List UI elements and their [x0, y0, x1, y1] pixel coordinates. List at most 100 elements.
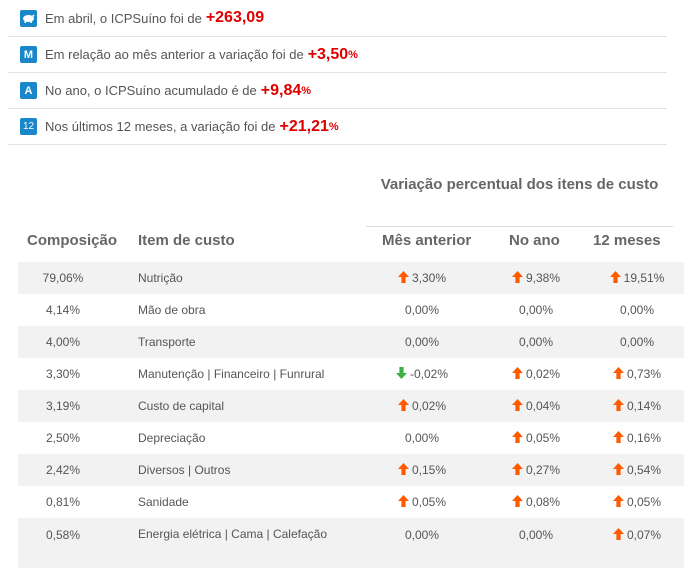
table-row: 2,50% Depreciação 0,00% 0,05% 0,16% [18, 422, 684, 454]
arrow-up-icon [397, 270, 409, 286]
cell-mes-anterior: 0,00% [366, 326, 478, 358]
cell-no-ano-value: 0,02% [525, 367, 561, 381]
cell-12-meses: 0,05% [594, 486, 680, 518]
cell-mes-anterior-value: 3,30% [411, 271, 447, 285]
table-row: 2,42% Diversos | Outros 0,15% 0,27% 0,54% [18, 454, 684, 486]
cell-12-meses: 0,07% [594, 518, 680, 552]
summary-text: Nos últimos 12 meses, a variação foi de [45, 119, 276, 134]
summary-value: +9,84 [260, 81, 302, 99]
summary-row-year-accumulated: A No ano, o ICPSuíno acumulado é de +9,8… [8, 73, 667, 109]
cell-12-meses-value: 0,00% [619, 303, 655, 317]
cell-no-ano-value: 0,27% [525, 463, 561, 477]
summary-value: +21,21 [279, 117, 329, 135]
cell-12-meses: 0,00% [594, 326, 680, 358]
arrow-up-icon [612, 366, 624, 382]
cell-composicao-value: 2,42% [45, 463, 81, 477]
cell-item: Sanidade [138, 486, 338, 518]
month-badge-icon: M [20, 46, 37, 63]
cell-mes-anterior: 0,15% [366, 454, 478, 486]
table-row: 0,58% Energia elétrica | Cama | Calefação… [18, 518, 684, 568]
cell-no-ano-value: 0,08% [525, 495, 561, 509]
cell-mes-anterior: -0,02% [366, 358, 478, 390]
cell-no-ano-value: 0,05% [525, 431, 561, 445]
cell-mes-anterior: 0,00% [366, 518, 478, 552]
cell-composicao: 4,14% [18, 294, 108, 326]
cell-no-ano-value: 9,38% [525, 271, 561, 285]
table-row: 3,19% Custo de capital 0,02% 0,04% 0,14% [18, 390, 684, 422]
cell-12-meses-value: 0,54% [626, 463, 662, 477]
cell-mes-anterior-value: 0,00% [404, 335, 440, 349]
cell-no-ano-value: 0,00% [518, 303, 554, 317]
cell-composicao: 2,42% [18, 454, 108, 486]
cell-item-value: Energia elétrica | Cama | Calefação [138, 527, 327, 541]
cell-composicao: 4,00% [18, 326, 108, 358]
cell-item: Nutrição [138, 262, 338, 294]
cell-no-ano: 0,04% [496, 390, 576, 422]
cell-mes-anterior-value: 0,05% [411, 495, 447, 509]
cell-composicao-value: 79,06% [42, 271, 84, 285]
cell-mes-anterior-value: 0,00% [404, 528, 440, 542]
cell-12-meses: 0,54% [594, 454, 680, 486]
cell-12-meses-value: 0,05% [626, 495, 662, 509]
arrow-up-icon [511, 398, 523, 414]
cell-composicao: 2,50% [18, 422, 108, 454]
cell-composicao-value: 3,19% [45, 399, 81, 413]
table-row: 0,81% Sanidade 0,05% 0,08% 0,05% [18, 486, 684, 518]
cell-mes-anterior-value: 0,15% [411, 463, 447, 477]
arrow-down-icon [395, 366, 407, 382]
cell-item-value: Custo de capital [138, 398, 225, 413]
cell-mes-anterior: 0,00% [366, 294, 478, 326]
cell-12-meses-value: 0,16% [626, 431, 662, 445]
summary-value: +263,09 [205, 9, 265, 26]
arrow-up-icon [511, 494, 523, 510]
summary-row-month-variation: M Em relação ao mês anterior a variação … [8, 37, 667, 73]
cell-12-meses-value: 0,14% [626, 399, 662, 413]
summary-text: Em relação ao mês anterior a variação fo… [45, 47, 304, 62]
cell-composicao-value: 0,81% [45, 495, 81, 509]
summary-row-12-months: 12 Nos últimos 12 meses, a variação foi … [8, 109, 667, 145]
cell-mes-anterior-value: 0,02% [411, 399, 447, 413]
col-header-composicao: Composição [27, 232, 118, 249]
arrow-up-icon [612, 462, 624, 478]
cell-no-ano-value: 0,04% [525, 399, 561, 413]
cell-item-value: Nutrição [138, 270, 183, 285]
summary-text: Em abril, o ICPSuíno foi de [45, 10, 202, 26]
cell-no-ano: 9,38% [496, 262, 576, 294]
arrow-up-icon [511, 270, 523, 286]
col-header-12-meses: 12 meses [593, 232, 661, 249]
arrow-up-icon [511, 430, 523, 446]
cell-item: Mão de obra [138, 294, 338, 326]
cell-composicao-value: 4,00% [45, 335, 81, 349]
cell-mes-anterior: 0,02% [366, 390, 478, 422]
cell-12-meses-value: 19,51% [623, 271, 665, 285]
cell-mes-anterior-value: 0,00% [404, 303, 440, 317]
summary-text: No ano, o ICPSuíno acumulado é de [45, 83, 257, 98]
variation-group-header: Variação percentual dos itens de custo [380, 176, 659, 193]
cell-composicao: 3,30% [18, 358, 108, 390]
arrow-up-icon [511, 462, 523, 478]
cell-composicao-value: 3,30% [45, 367, 81, 381]
cell-12-meses-value: 0,00% [619, 335, 655, 349]
cell-item-value: Mão de obra [138, 302, 206, 317]
col-header-item: Item de custo [138, 232, 235, 249]
cell-no-ano: 0,00% [496, 326, 576, 358]
cell-item-value: Transporte [138, 334, 196, 349]
summary-unit: % [301, 84, 312, 97]
cell-mes-anterior: 0,00% [366, 422, 478, 454]
cell-item: Custo de capital [138, 390, 338, 422]
cell-mes-anterior: 3,30% [366, 262, 478, 294]
cell-no-ano: 0,05% [496, 422, 576, 454]
cell-item: Depreciação [138, 422, 338, 454]
cell-mes-anterior-value: 0,00% [404, 431, 440, 445]
cell-no-ano: 0,00% [496, 294, 576, 326]
arrow-up-icon [511, 366, 523, 382]
cell-12-meses: 0,73% [594, 358, 680, 390]
table-row: 4,14% Mão de obra 0,00% 0,00% 0,00% [18, 294, 684, 326]
arrow-up-icon [397, 398, 409, 414]
arrow-up-icon [609, 270, 621, 286]
col-header-no-ano: No ano [509, 232, 560, 249]
pig-icon [20, 9, 37, 27]
arrow-up-icon [397, 494, 409, 510]
cell-composicao-value: 4,14% [45, 303, 81, 317]
summary-unit: % [348, 48, 358, 61]
